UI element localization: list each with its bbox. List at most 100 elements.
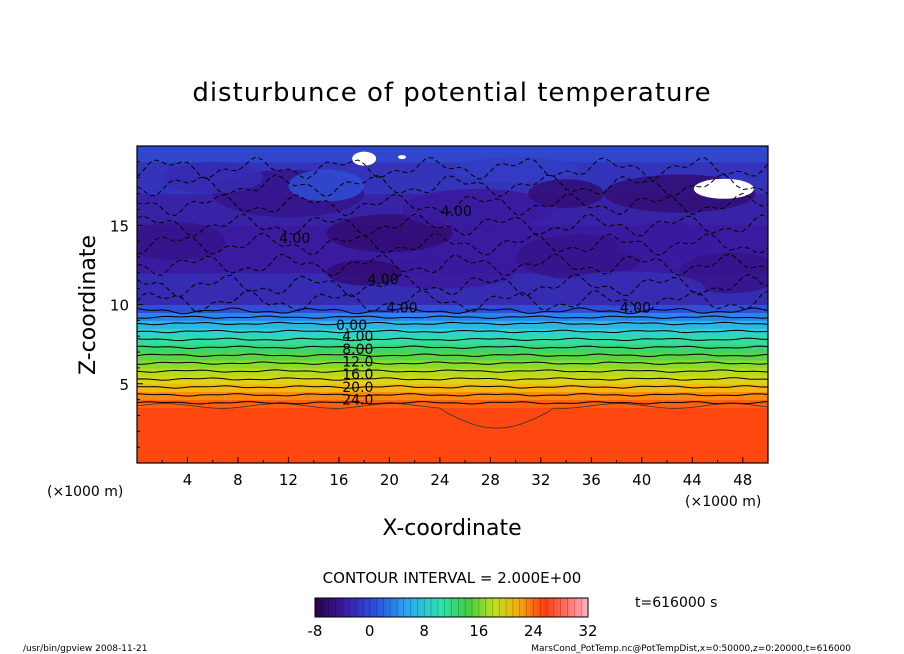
contour-line bbox=[137, 385, 768, 389]
contour-line bbox=[137, 353, 768, 358]
heat-band bbox=[137, 352, 768, 361]
contour-lines bbox=[137, 156, 768, 429]
chart-title: disturbunce of potential temperature bbox=[192, 78, 711, 108]
colorbar-gradient bbox=[314, 597, 589, 618]
contour-line bbox=[137, 315, 768, 319]
contour-label: 4.00 bbox=[386, 301, 417, 317]
colorbar-tick-label: 24 bbox=[524, 622, 543, 640]
x-tick-label: 44 bbox=[683, 471, 702, 489]
colorbar-divisions bbox=[321, 598, 582, 617]
heat-band bbox=[137, 320, 768, 329]
contour-line-negative bbox=[137, 232, 768, 256]
heat-blob bbox=[174, 272, 302, 305]
x-tick-label: 12 bbox=[279, 471, 298, 489]
heat-blob bbox=[326, 214, 453, 253]
contour-interval-label: CONTOUR INTERVAL = 2.000E+00 bbox=[323, 569, 582, 587]
y-tick-label: 10 bbox=[110, 297, 129, 315]
heat-blob-white bbox=[693, 178, 754, 199]
heat-blob bbox=[616, 222, 718, 261]
heat-blob bbox=[162, 161, 264, 194]
contour-label: 12.0 bbox=[342, 355, 373, 371]
colorbar-tick-label: 0 bbox=[365, 622, 375, 640]
heat-band bbox=[137, 407, 768, 463]
colorbar-ticks: -8 0 8 16 24 32 bbox=[308, 622, 598, 640]
heat-blob-white bbox=[352, 151, 377, 166]
contour-line bbox=[137, 361, 768, 365]
contour-line-negative bbox=[137, 273, 768, 298]
x-tick-label: 32 bbox=[531, 471, 550, 489]
x-tick-label: 4 bbox=[183, 471, 193, 489]
x-tick-label: 20 bbox=[380, 471, 399, 489]
contour-label: 4.00 bbox=[620, 301, 651, 317]
contour-line bbox=[137, 393, 768, 397]
contour-label: 4.00 bbox=[441, 204, 472, 220]
heat-blob bbox=[515, 234, 642, 280]
heat-blob bbox=[528, 179, 604, 208]
heat-blob bbox=[452, 157, 579, 183]
contour-labels: 0.004.008.0012.016.020.024.04.004.004.00… bbox=[279, 204, 651, 409]
heat-blob bbox=[326, 260, 403, 286]
x-tick-label: 36 bbox=[582, 471, 601, 489]
contour-line-negative bbox=[137, 213, 768, 237]
contour-label: 16.0 bbox=[342, 367, 373, 383]
x-tick-label: 28 bbox=[481, 471, 500, 489]
heat-band bbox=[137, 304, 768, 313]
heat-band bbox=[137, 359, 768, 369]
time-label: t=616000 s bbox=[635, 595, 717, 611]
x-tick-label: 40 bbox=[632, 471, 651, 489]
contour-line-negative bbox=[137, 289, 768, 313]
colorbar-tick-label: -8 bbox=[308, 622, 323, 640]
contour-label: 20.0 bbox=[342, 380, 373, 396]
y-tick-label: 15 bbox=[110, 217, 129, 235]
x-tick-label: 24 bbox=[430, 471, 449, 489]
heat-blob bbox=[553, 271, 705, 307]
contour-line bbox=[137, 369, 768, 373]
heat-band bbox=[137, 367, 768, 377]
colorbar-tick-label: 16 bbox=[469, 622, 488, 640]
contour-label: 24.0 bbox=[342, 393, 373, 409]
heat-blob bbox=[288, 169, 365, 202]
colorbar: -8 0 8 16 24 32 bbox=[308, 597, 598, 640]
heat-band bbox=[137, 399, 768, 409]
contour-line-negative bbox=[137, 156, 768, 180]
heat-blob bbox=[364, 256, 516, 289]
x-tick-label: 8 bbox=[233, 471, 243, 489]
contour-line bbox=[137, 321, 768, 326]
heat-blob-white bbox=[398, 155, 407, 160]
contour-line-negative bbox=[137, 192, 768, 217]
contour-line bbox=[137, 345, 768, 350]
x-tick-label: 48 bbox=[733, 471, 752, 489]
contour-line bbox=[137, 307, 768, 315]
contour-line bbox=[137, 400, 768, 405]
contour-line bbox=[137, 329, 768, 334]
contour-label: 4.00 bbox=[368, 272, 399, 288]
x-axis-ticks: 4 8 12 16 20 24 28 32 36 40 44 48 bbox=[161, 457, 752, 489]
contour-label: 4.00 bbox=[279, 231, 310, 247]
x-unit-left: (×1000 m) bbox=[47, 484, 123, 500]
contour-label: 8.00 bbox=[342, 342, 373, 358]
y-axis-ticks: 5 10 15 bbox=[110, 161, 143, 448]
plot-area bbox=[137, 146, 768, 463]
contour-label: 0.00 bbox=[336, 318, 367, 334]
heat-band bbox=[137, 344, 768, 353]
heat-blob bbox=[679, 252, 768, 294]
heat-band bbox=[137, 375, 768, 385]
contour-line bbox=[137, 377, 768, 381]
colorbar-tick-label: 32 bbox=[578, 622, 597, 640]
y-axis-label: Z-coordinate bbox=[76, 235, 101, 375]
heat-band bbox=[137, 328, 768, 337]
colorbar-tick-label: 8 bbox=[419, 622, 429, 640]
footer-left: /usr/bin/gpview 2008-11-21 bbox=[23, 644, 147, 654]
y-tick-label: 5 bbox=[119, 376, 129, 394]
x-axis-label: X-coordinate bbox=[382, 516, 521, 541]
contour-line-negative bbox=[137, 173, 768, 198]
contour-line-negative bbox=[137, 253, 768, 277]
x-unit-right: (×1000 m) bbox=[685, 494, 761, 510]
heat-band bbox=[137, 146, 768, 163]
contour-line bbox=[137, 337, 768, 342]
contour-label: 4.00 bbox=[342, 329, 373, 345]
x-tick-label: 16 bbox=[329, 471, 348, 489]
heat-blob bbox=[402, 188, 554, 231]
heat-blob bbox=[137, 222, 226, 261]
